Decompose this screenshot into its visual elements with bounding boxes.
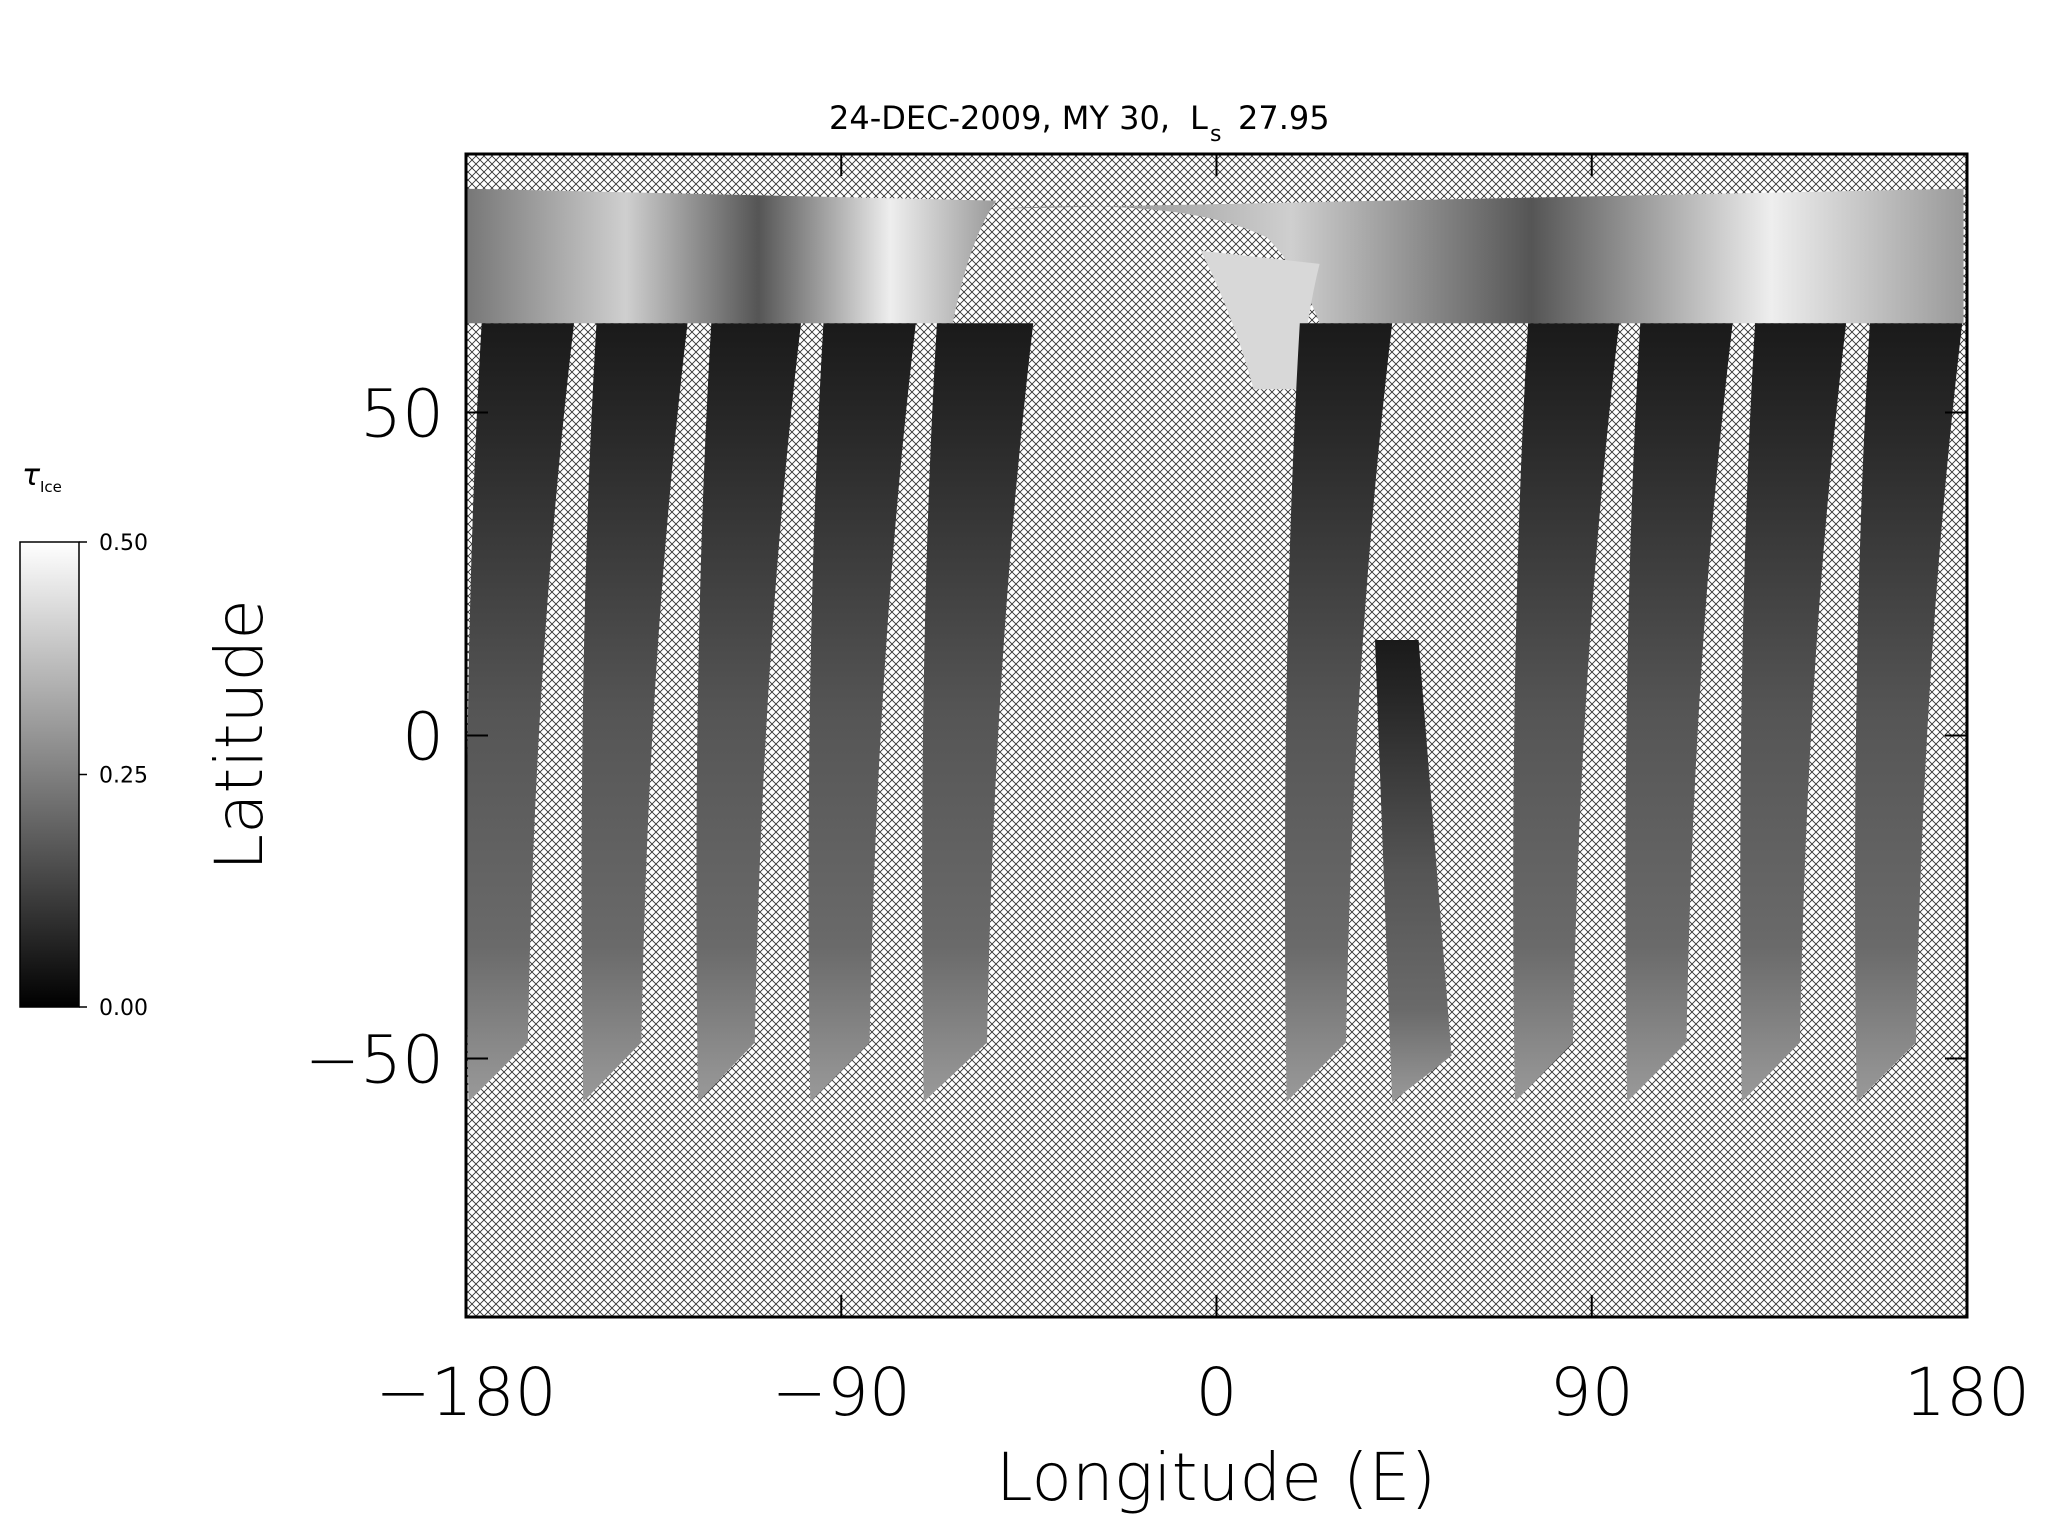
swath bbox=[1375, 640, 1452, 1102]
swath bbox=[1740, 323, 1847, 1102]
x-tick-label: 180 bbox=[1904, 1354, 2030, 1431]
polar-cap bbox=[1200, 250, 1320, 390]
ls-value: 27.95 bbox=[1238, 99, 1330, 137]
colorbar-label: τ bbox=[22, 458, 41, 493]
y-tick-label: 0 bbox=[402, 699, 444, 776]
colorbar-label-subscript: Ice bbox=[40, 478, 62, 496]
swath bbox=[466, 323, 575, 1102]
swath bbox=[808, 323, 916, 1102]
y-tick-label: −50 bbox=[305, 1022, 444, 1099]
chart-title: 24-DEC-2009, MY 30, bbox=[829, 99, 1170, 137]
x-tick-label: −90 bbox=[772, 1354, 911, 1431]
x-tick-label: 0 bbox=[1196, 1354, 1238, 1431]
swath bbox=[696, 323, 801, 1102]
swath bbox=[1625, 323, 1733, 1102]
y-tick-label: 50 bbox=[360, 375, 444, 452]
colorbar bbox=[19, 541, 80, 1008]
swath bbox=[581, 323, 688, 1102]
colorbar-tick-label: 0.00 bbox=[99, 996, 148, 1021]
swath bbox=[1855, 323, 1963, 1102]
polar-cap bbox=[1002, 188, 1964, 324]
y-axis-label: Latitude bbox=[201, 599, 278, 871]
x-tick-label: −180 bbox=[375, 1354, 556, 1431]
x-axis-label: Longitude (E) bbox=[996, 1439, 1436, 1516]
colorbar-tick-label: 0.50 bbox=[99, 531, 148, 556]
swath bbox=[1284, 323, 1393, 1102]
ls-symbol: L bbox=[1190, 99, 1208, 137]
swaths bbox=[466, 188, 1964, 1102]
map-image bbox=[464, 152, 1969, 1319]
swath bbox=[1513, 323, 1620, 1102]
swath bbox=[922, 323, 1034, 1102]
colorbar-tick-label: 0.25 bbox=[99, 764, 148, 789]
ls-subscript: s bbox=[1210, 122, 1221, 147]
polar-cap bbox=[467, 188, 997, 324]
x-tick-label: 90 bbox=[1550, 1354, 1634, 1431]
